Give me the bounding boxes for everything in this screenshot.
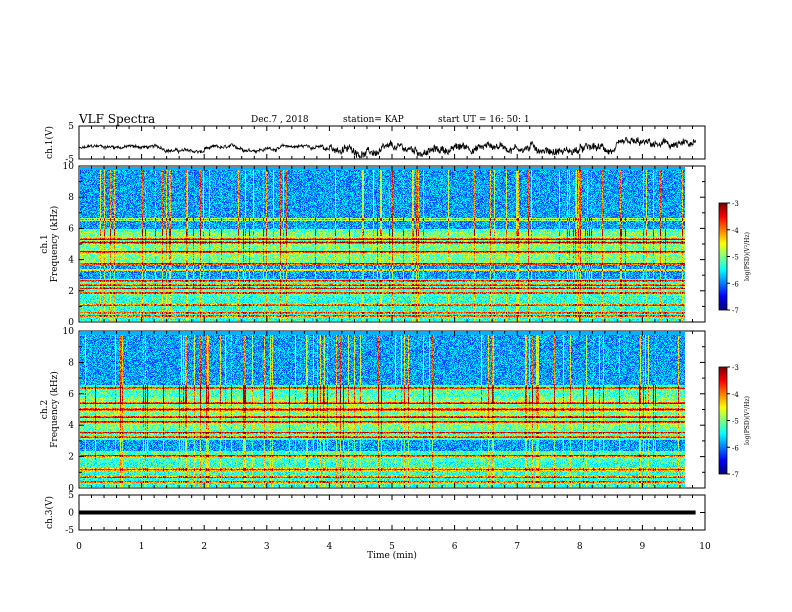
ch2-colorbar: [719, 367, 727, 474]
colorbar-tick-label: -5: [732, 254, 739, 262]
ch2-spectrum-ytick-label: 8: [68, 358, 74, 368]
ch1-voltage-ytick-label: -5: [65, 155, 74, 165]
title: VLF Spectra: [79, 112, 156, 126]
ch2-spectrum-ytick-label: 10: [63, 327, 75, 337]
ch1-spectrum-ytick-label: 6: [68, 224, 74, 234]
ch1-spectrum-frame: [78, 165, 706, 323]
x-tick-label: 3: [264, 542, 270, 552]
ch1-spectrum-ytick-label: 10: [63, 162, 75, 172]
x-tick-label: 0: [76, 542, 82, 552]
ch1-voltage-ylabel: ch.1(V): [44, 126, 55, 159]
ch1-spectrum-ytick-label: 0: [68, 318, 74, 328]
colorbar-tick-label: -4: [732, 391, 739, 399]
ch2-spectrum-ytick-label: 6: [68, 390, 74, 400]
colorbar-frame: [718, 366, 728, 475]
ch1-spectrum-ytick-label: 2: [68, 287, 74, 297]
ch1-spectrogram: [80, 167, 694, 321]
colorbar-tick-label: -4: [732, 227, 739, 235]
ch2-spectrum-frame: [78, 330, 706, 489]
ch1-spectrum-ylabel: ch.1: [40, 234, 50, 253]
ch3-voltage-ytick-label: 5: [68, 491, 74, 501]
colorbar-tick-label: -7: [732, 307, 739, 315]
colorbar-tick-label: -6: [732, 444, 739, 452]
x-tick-label: 2: [201, 542, 207, 552]
start-time-label: start UT = 16: 50: 1: [438, 115, 530, 125]
x-tick-label: 10: [699, 542, 711, 552]
station-label: station= KAP: [343, 115, 404, 125]
x-tick-label: 6: [452, 542, 458, 552]
ch1-spectrum-ytick-label: 8: [68, 193, 74, 203]
x-tick-label: 7: [514, 542, 520, 552]
ch2-spectrum-ytick-label: 0: [68, 484, 74, 494]
ch1-spectrum-ytick-label: 4: [68, 256, 74, 266]
colorbar-label: log(PSD)(V²/Hz): [744, 232, 751, 281]
ch2-spectrum-ylabel: Frequency (kHz): [49, 371, 60, 448]
ch2-spectrogram: [80, 332, 694, 487]
ch2-spectrum-ytick-label: 4: [68, 421, 74, 431]
colorbar-tick-label: -6: [732, 280, 739, 288]
ch1-voltage-ytick-label: 5: [68, 122, 74, 132]
x-tick-label: 1: [139, 542, 145, 552]
colorbar-label: log(PSD)(V²/Hz): [744, 396, 751, 445]
ch2-spectrum-ylabel: ch.2: [40, 400, 50, 419]
date-label: Dec.7 , 2018: [251, 115, 309, 125]
ch2-spectrum-ytick-label: 2: [68, 453, 74, 463]
x-tick-label: 4: [327, 542, 333, 552]
ch1-voltage-trace: [78, 136, 696, 160]
ch3-voltage-ytick-label: -5: [65, 526, 74, 536]
ch1-spectrum-ylabel: Frequency (kHz): [49, 206, 60, 283]
x-tick-label: 8: [577, 542, 583, 552]
colorbar-frame: [718, 202, 728, 311]
colorbar-tick-label: -3: [732, 200, 739, 208]
x-axis-label: Time (min): [367, 550, 417, 561]
ch3-voltage-ylabel: ch.3(V): [44, 496, 55, 529]
colorbar-tick-label: -5: [732, 418, 739, 426]
colorbar-tick-label: -7: [732, 471, 739, 479]
ch3-voltage-ytick-label: 0: [68, 509, 74, 519]
ch1-colorbar: [719, 203, 727, 310]
x-tick-label: 9: [640, 542, 646, 552]
x-tick-label: 5: [389, 542, 395, 552]
colorbar-tick-label: -3: [732, 364, 739, 372]
